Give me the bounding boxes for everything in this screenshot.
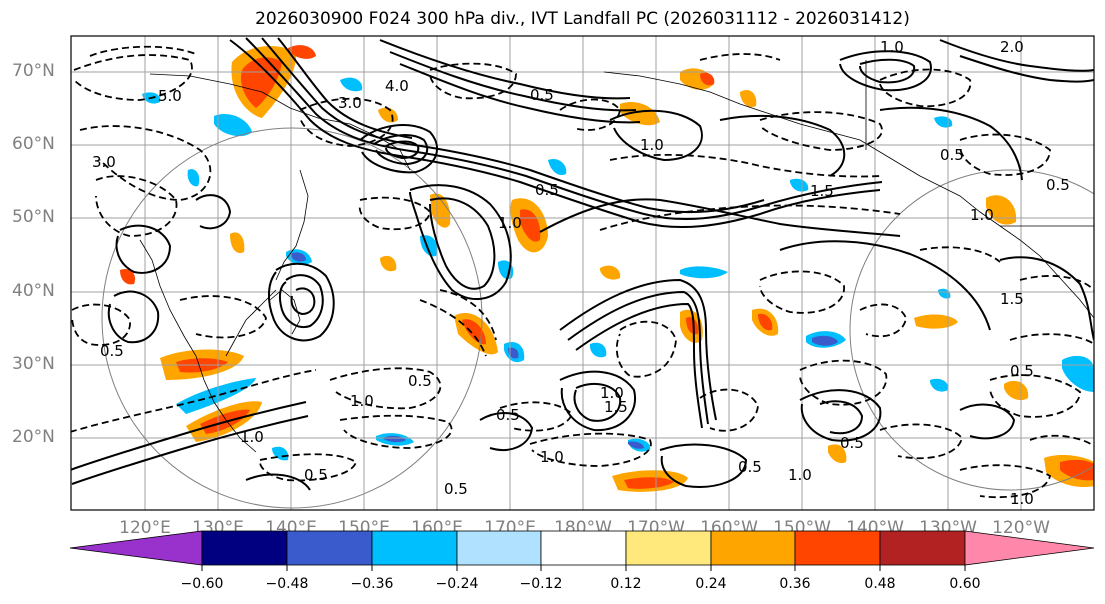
- lat-label-20n: 20°N: [12, 427, 55, 447]
- contour-label: 0.5: [1010, 362, 1034, 380]
- contour-label: 1.5: [1000, 290, 1024, 308]
- contour-label: 1.0: [788, 466, 812, 484]
- lat-label-40n: 40°N: [12, 281, 55, 301]
- contour-label: 1.0: [498, 214, 522, 232]
- contour-labels: 5.0 3.0 4.0 3.0 0.5 1.0 2.0 1.0 1.5 0.5 …: [92, 38, 1070, 508]
- colorbar-ticks: [201, 565, 966, 571]
- colorbar-tick-label: −0.48: [265, 576, 309, 592]
- contour-label: 0.5: [100, 342, 124, 360]
- colorbar-segment: [879, 530, 966, 566]
- divergence-shading-positive: [120, 45, 1094, 492]
- colorbar-tick-label: −0.12: [519, 576, 563, 592]
- colorbar-segment: [964, 530, 1095, 566]
- contour-label: 0.5: [530, 86, 554, 104]
- colorbar-segment: [625, 530, 712, 566]
- colorbar-segment: [794, 530, 881, 566]
- contour-label: 0.5: [840, 434, 864, 452]
- contour-label: 1.0: [240, 428, 264, 446]
- contour-label: 1.0: [880, 38, 904, 56]
- contour-label: 1.0: [1010, 490, 1034, 508]
- contour-label: 5.0: [158, 87, 182, 105]
- contour-label: 0.5: [738, 458, 762, 476]
- contour-label: 3.0: [338, 94, 362, 112]
- colorbar-segment: [540, 530, 627, 566]
- contour-label: 4.0: [385, 77, 409, 95]
- lon-label-120w: 120°W: [992, 518, 1050, 538]
- map-frame-border: [70, 35, 1095, 511]
- colorbar-tick-label: −0.60: [180, 576, 224, 592]
- contours-dashed: [71, 45, 1094, 499]
- contours-solid: [71, 37, 1094, 491]
- colorbar-segment: [69, 530, 203, 566]
- colorbar-segment: [286, 530, 373, 566]
- lat-label-30n: 30°N: [12, 354, 55, 374]
- contour-label: 0.5: [304, 466, 328, 484]
- contour-label: 0.5: [535, 181, 559, 199]
- colorbar-tick-label: 0.36: [779, 576, 811, 592]
- colorbar-tick-label: −0.24: [435, 576, 479, 592]
- contour-label: 0.5: [496, 406, 520, 424]
- colorbar-segment: [371, 530, 458, 566]
- colorbar-segment: [456, 530, 542, 566]
- colorbar-segment: [201, 530, 288, 566]
- contour-label: 2.0: [1000, 38, 1024, 56]
- colorbar-segment: [710, 530, 796, 566]
- contour-label: 0.5: [940, 146, 964, 164]
- lat-label-50n: 50°N: [12, 207, 55, 227]
- colorbar-tick-label: −0.36: [350, 576, 394, 592]
- colorbar-tick-label: 0.12: [610, 576, 642, 592]
- contour-label: 1.0: [970, 206, 994, 224]
- contour-label: 1.5: [604, 398, 628, 416]
- contour-label: 1.0: [350, 392, 374, 410]
- lon-label-120e: 120°E: [119, 518, 171, 538]
- lat-label-60n: 60°N: [12, 134, 55, 154]
- lat-label-70n: 70°N: [12, 61, 55, 81]
- contour-label: 1.5: [810, 182, 834, 200]
- contour-label: 0.5: [408, 372, 432, 390]
- colorbar-tick-label: 0.24: [695, 576, 727, 592]
- map-title: 2026030900 F024 300 hPa div., IVT Landfa…: [255, 9, 910, 29]
- contour-label: 3.0: [92, 153, 116, 171]
- contour-label: 1.0: [640, 136, 664, 154]
- contour-label: 1.0: [540, 448, 564, 466]
- contour-label: 0.5: [444, 480, 468, 498]
- colorbar-tick-label: 0.60: [949, 576, 981, 592]
- colorbar-tick-label: 0.48: [864, 576, 896, 592]
- contour-label: 0.5: [1046, 176, 1070, 194]
- graticule-grid: [71, 36, 1094, 510]
- coastlines: [139, 60, 1094, 453]
- contour-label: 1.0: [600, 384, 624, 402]
- colorbar: [69, 530, 1095, 566]
